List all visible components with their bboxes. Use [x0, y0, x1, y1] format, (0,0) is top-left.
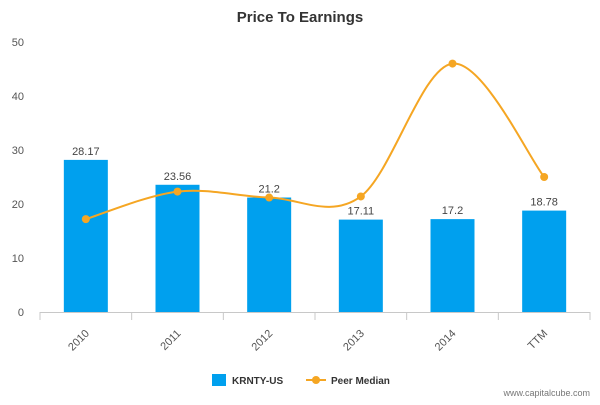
x-axis: 2010 2011 2012 2013 2014 TTM — [39, 312, 591, 354]
y-tick-label: 0 — [18, 307, 24, 319]
bar-2012 — [247, 197, 292, 312]
bar-data-label: 18.78 — [530, 197, 558, 209]
x-tick-label: 2013 — [341, 328, 367, 354]
legend-swatch-bar — [212, 374, 226, 386]
y-axis: 0 10 20 30 40 50 — [12, 37, 24, 319]
bar-data-label: 21.2 — [258, 184, 279, 196]
bar-data-label: 28.17 — [72, 146, 100, 158]
bar-series-group — [63, 159, 567, 312]
y-tick-label: 50 — [12, 37, 24, 49]
peer-median-point-ttm — [540, 173, 549, 181]
bar-data-label: 23.56 — [164, 171, 192, 183]
watermark-text: www.capitalcube.com — [502, 388, 590, 398]
y-tick-label: 20 — [12, 199, 24, 211]
peer-median-point-2013 — [356, 192, 365, 201]
bar-2013 — [338, 219, 383, 312]
bar-data-label: 17.2 — [442, 205, 463, 217]
y-tick-label: 40 — [12, 91, 24, 103]
peer-median-point-2014 — [448, 59, 457, 68]
peer-median-point-2010 — [81, 215, 90, 224]
legend-label-krnty: KRNTY-US — [232, 376, 283, 387]
bar-data-label: 17.11 — [347, 206, 374, 218]
y-tick-label: 10 — [12, 253, 24, 265]
peer-median-point-2011 — [173, 187, 182, 196]
x-tick-label: TTM — [526, 328, 550, 352]
bar-ttm — [522, 210, 567, 312]
chart-title: Price To Earnings — [237, 9, 363, 26]
peer-median-line-group — [81, 59, 549, 224]
bar-2010 — [63, 159, 108, 312]
x-tick-label: 2012 — [249, 328, 275, 354]
x-tick-label: 2011 — [158, 328, 183, 353]
bar-2011 — [155, 184, 200, 312]
legend: KRNTY-US Peer Median — [212, 374, 390, 387]
y-tick-label: 30 — [12, 145, 24, 157]
legend-label-peer-median: Peer Median — [331, 376, 390, 387]
legend-swatch-marker — [312, 376, 320, 384]
peer-median-point-2012 — [265, 193, 274, 202]
peer-median-line — [85, 62, 545, 221]
bar-2014 — [430, 219, 475, 312]
x-tick-label: 2014 — [433, 328, 459, 354]
x-tick-label: 2010 — [66, 328, 92, 354]
data-labels-group: 28.17 23.56 21.2 17.11 17.2 18.78 — [72, 146, 558, 218]
